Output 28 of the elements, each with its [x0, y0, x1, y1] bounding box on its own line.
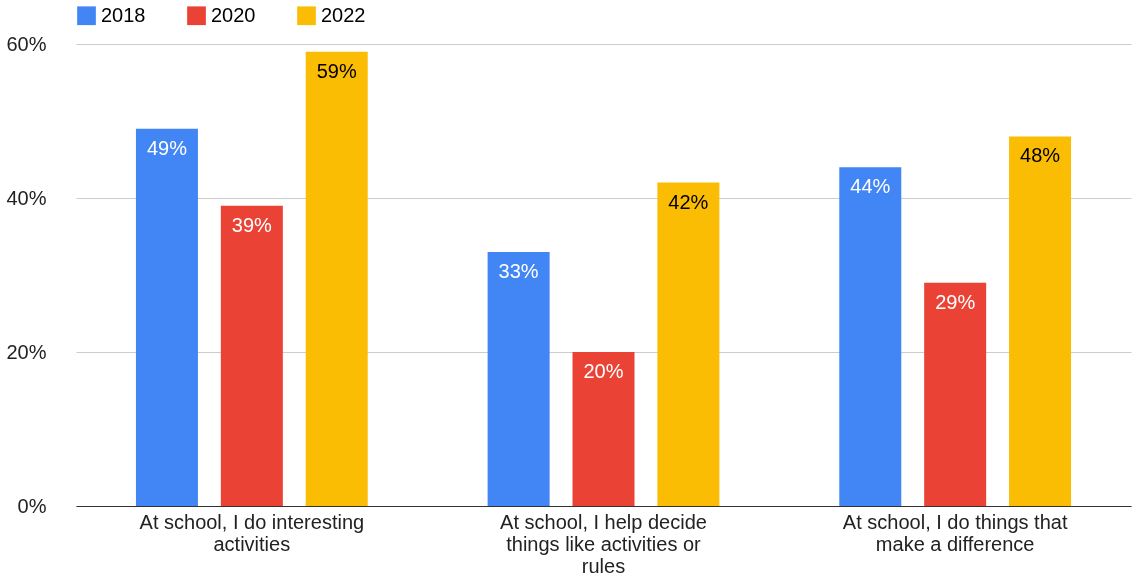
data-label: 59%	[316, 59, 357, 82]
y-tick-label: 40%	[6, 186, 47, 209]
data-label: 20%	[583, 360, 624, 382]
legend-label: 2020	[211, 3, 256, 26]
legend-label: 2022	[321, 3, 366, 26]
data-label: 44%	[850, 175, 891, 198]
data-label: 49%	[146, 136, 188, 159]
bar	[135, 128, 198, 506]
data-label: 29%	[935, 290, 976, 313]
bar	[305, 51, 368, 506]
bar	[487, 251, 550, 506]
data-label: 39%	[231, 213, 273, 236]
y-tick-label: 20%	[6, 340, 47, 363]
bar	[1009, 136, 1072, 506]
bar	[220, 205, 283, 506]
bar	[572, 352, 635, 506]
legend-label: 2018	[101, 3, 146, 26]
x-tick-label: At school, I do interesting activities	[139, 510, 365, 555]
bar	[657, 182, 720, 506]
data-label: 33%	[498, 259, 539, 282]
y-tick-label: 60%	[6, 32, 47, 55]
x-tick-label: At school, I help decide things like activities or rules	[500, 510, 707, 577]
x-tick-label: At school, I do things that make a difference	[842, 510, 1068, 555]
bar	[924, 282, 987, 506]
bar	[839, 167, 902, 506]
data-label: 42%	[668, 190, 709, 213]
y-tick-label: 0%	[17, 494, 47, 517]
data-label: 48%	[1020, 144, 1061, 167]
